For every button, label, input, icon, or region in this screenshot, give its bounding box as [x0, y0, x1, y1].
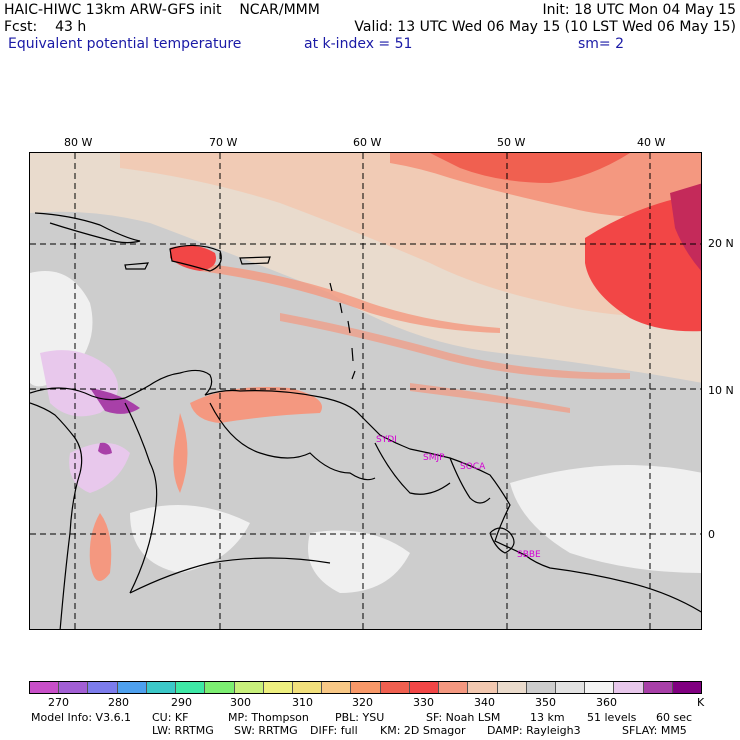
colorbar-segment — [322, 682, 352, 693]
lat-label-20n: 20 N — [708, 237, 734, 250]
colorbar-segment — [59, 682, 89, 693]
colorbar-label-350: 350 — [535, 696, 556, 709]
colorbar-label-270: 270 — [48, 696, 69, 709]
high-theta-patch-2 — [69, 443, 130, 493]
diffusion-option: DIFF: full — [310, 724, 358, 737]
colorbar-segment — [555, 682, 586, 693]
init-time: Init: 18 UTC Mon 04 May 15 — [542, 2, 736, 18]
colorbar-segment — [614, 682, 644, 693]
colorbar-segment — [88, 682, 118, 693]
streak-2 — [280, 313, 630, 380]
pale-patch-southeast — [510, 465, 701, 573]
longwave-scheme: LW: RRTMG — [152, 724, 214, 737]
warm-region-northeast — [585, 193, 701, 332]
colorbar-segment — [585, 682, 615, 693]
coastlines — [30, 212, 701, 629]
colorbar-segment — [292, 682, 323, 693]
colorbar — [29, 681, 702, 694]
colorbar-segment — [672, 682, 702, 693]
colorbar-segment — [439, 682, 469, 693]
pale-patch-amazon-center — [308, 530, 410, 593]
cumulus-scheme: CU: KF — [152, 711, 189, 724]
lon-label-60w: 60 W — [353, 136, 382, 149]
colorbar-segment — [146, 682, 177, 693]
theta-e-field: SYDI SMJP SOCA SBBE — [30, 153, 701, 629]
streak-3 — [410, 383, 570, 413]
colorbar-segment — [176, 682, 206, 693]
station-sydi: SYDI — [376, 435, 397, 445]
colorbar-unit: K — [697, 696, 705, 709]
map-panel: SYDI SMJP SOCA SBBE — [29, 152, 702, 630]
colorbar-label-280: 280 — [108, 696, 129, 709]
colorbar-segment — [351, 682, 381, 693]
streak-1 — [200, 263, 500, 333]
level-info: at k-index = 51 — [304, 36, 413, 52]
lon-label-40w: 40 W — [637, 136, 666, 149]
colorbar-segment — [263, 682, 293, 693]
high-theta-core-2 — [98, 442, 112, 455]
lon-label-70w: 70 W — [209, 136, 238, 149]
field-name: Equivalent potential temperature — [8, 36, 242, 52]
forecast-hour: 43 h — [55, 19, 87, 35]
model-title: HAIC-HIWC 13km ARW-GFS init — [4, 2, 222, 18]
station-sbbe: SBBE — [517, 550, 541, 560]
damping-option: DAMP: Rayleigh3 — [487, 724, 581, 737]
field-band-335 — [430, 153, 630, 183]
microphysics-scheme: MP: Thompson — [228, 711, 309, 724]
colorbar-segment — [409, 682, 440, 693]
colorbar-label-360: 360 — [596, 696, 617, 709]
shortwave-scheme: SW: RRTMG — [234, 724, 298, 737]
colorbar-segment — [526, 682, 556, 693]
grid-resolution: 13 km — [530, 711, 565, 724]
colorbar-segment — [468, 682, 498, 693]
colorbar-segment — [380, 682, 410, 693]
time-step: 60 sec — [656, 711, 693, 724]
lat-label-equator: 0 — [708, 528, 715, 541]
surface-scheme: SF: Noah LSM — [426, 711, 501, 724]
warm-patch-colombia — [89, 513, 112, 581]
colorbar-segment — [234, 682, 264, 693]
colorbar-label-310: 310 — [292, 696, 313, 709]
pbl-scheme: PBL: YSU — [335, 711, 385, 724]
lon-label-50w: 50 W — [497, 136, 526, 149]
warm-patch-andes — [173, 413, 188, 493]
colorbar-segment — [497, 682, 527, 693]
colorbar-label-290: 290 — [171, 696, 192, 709]
colorbar-label-320: 320 — [352, 696, 373, 709]
eddy-option: KM: 2D Smagor — [380, 724, 466, 737]
model-info: Model Info: V3.6.1 — [31, 711, 132, 724]
smoothing-info: sm= 2 — [578, 36, 625, 52]
colorbar-segment — [643, 682, 673, 693]
warm-core-northeast — [670, 183, 701, 271]
warm-patch-hispaniola — [170, 245, 216, 271]
station-smjp: SMJP — [423, 453, 445, 463]
colorbar-segment — [30, 682, 60, 693]
station-soca: SOCA — [460, 462, 486, 472]
colorbar-segment — [117, 682, 147, 693]
surface-layer-scheme: SFLAY: MM5 — [622, 724, 687, 737]
lon-label-80w: 80 W — [64, 136, 93, 149]
colorbar-label-300: 300 — [230, 696, 251, 709]
valid-time: Valid: 13 UTC Wed 06 May 15 (10 LST Wed … — [354, 19, 736, 35]
forecast-label: Fcst: — [4, 19, 38, 35]
colorbar-segment — [205, 682, 235, 693]
lat-label-10n: 10 N — [708, 384, 734, 397]
agency-label: NCAR/MMM — [239, 2, 320, 18]
warm-patch-venezuela — [190, 387, 322, 423]
colorbar-label-330: 330 — [413, 696, 434, 709]
vertical-levels: 51 levels — [587, 711, 637, 724]
colorbar-label-340: 340 — [474, 696, 495, 709]
